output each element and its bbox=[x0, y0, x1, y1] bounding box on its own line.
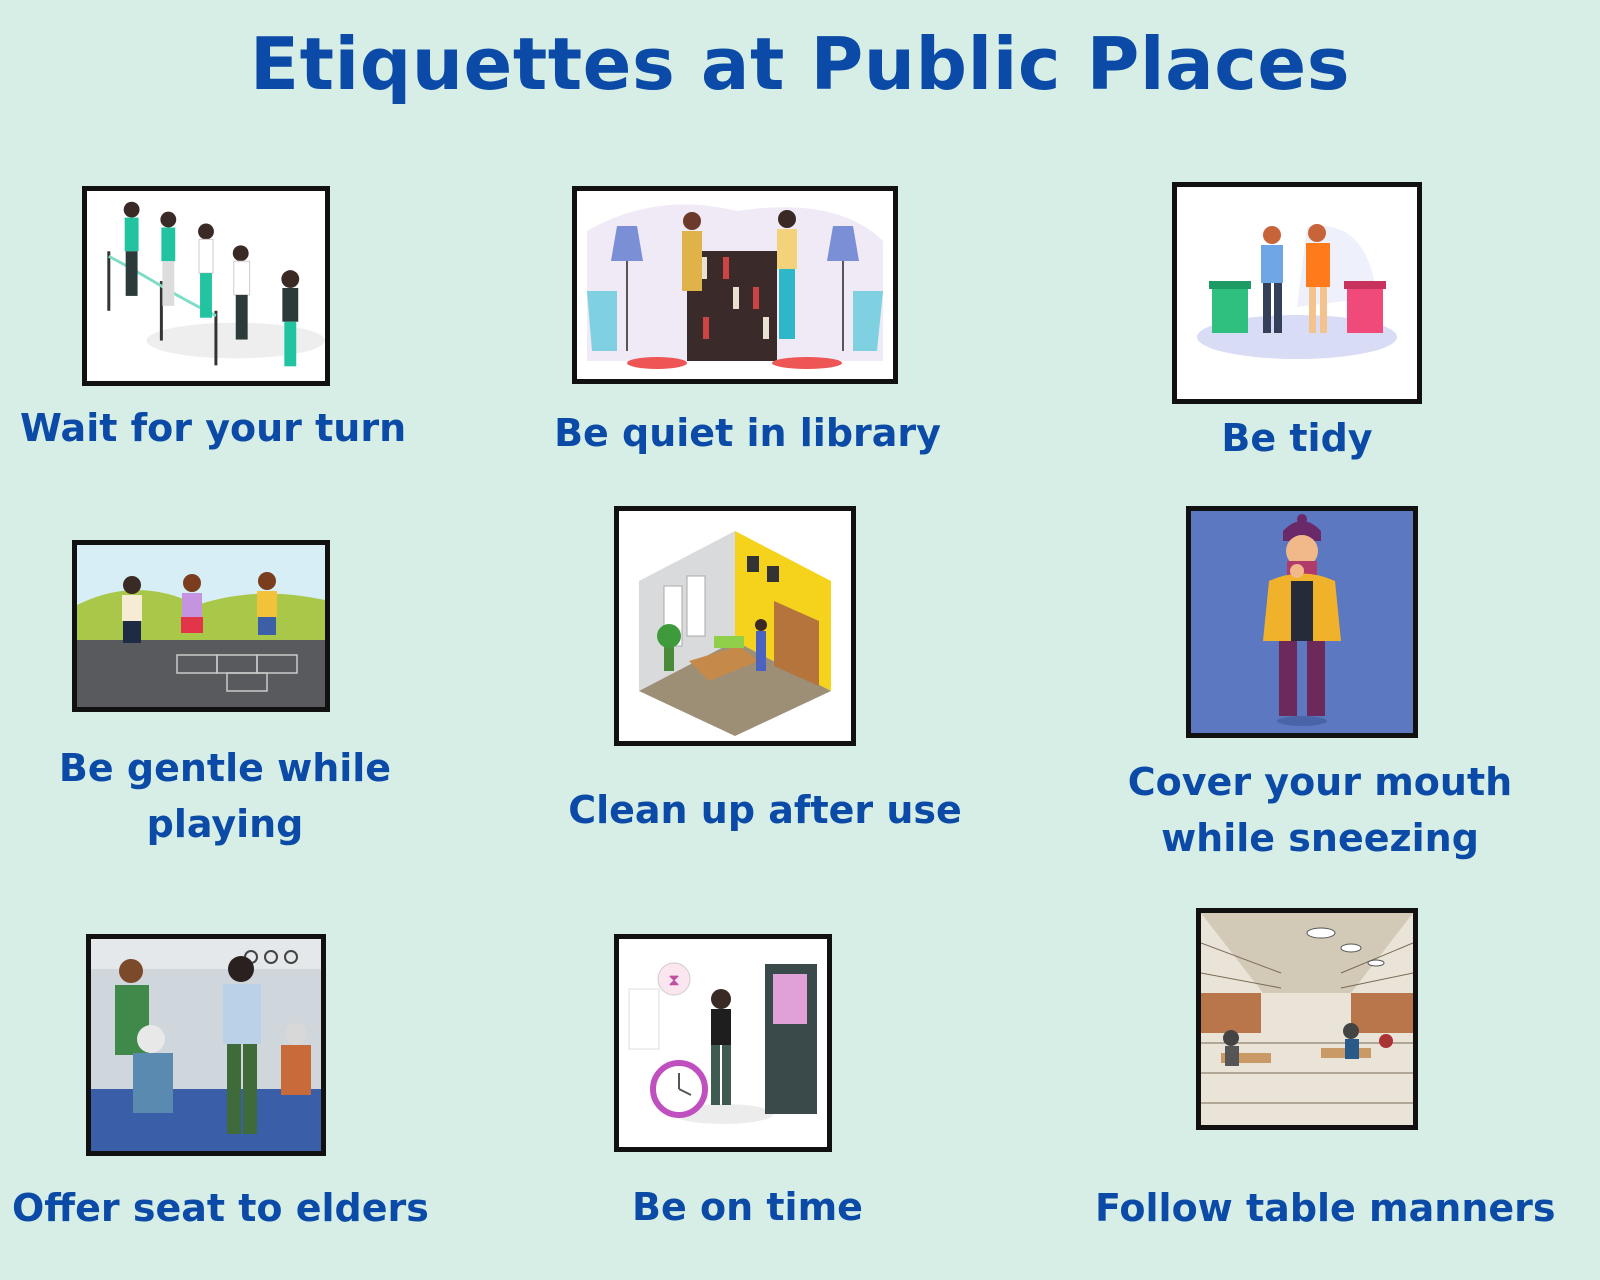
food-court-illustration bbox=[1196, 908, 1418, 1130]
caption-be-tidy: Be tidy bbox=[1221, 416, 1373, 460]
caption-wait-for-your-turn: Wait for your turn bbox=[20, 406, 407, 450]
recycling-bins-illustration bbox=[1172, 182, 1422, 404]
page-title: Etiquettes at Public Places bbox=[249, 22, 1351, 106]
caption-clean-up-after-use: Clean up after use bbox=[568, 788, 962, 832]
kids-hopscotch-illustration bbox=[72, 540, 330, 712]
caption-cover-your-mouth-line-1: Cover your mouth bbox=[1127, 760, 1513, 804]
svg-text:⧗: ⧗ bbox=[668, 970, 679, 989]
caption-be-quiet-in-library: Be quiet in library bbox=[554, 411, 941, 455]
library-illustration bbox=[572, 186, 898, 384]
clock-door-illustration: ⧗ bbox=[614, 934, 832, 1152]
caption-be-gentle-while-playing-line-1: Be gentle while bbox=[58, 746, 392, 790]
isometric-room-illustration bbox=[614, 506, 856, 746]
caption-cover-your-mouth-line-2: while sneezing bbox=[1161, 816, 1479, 860]
caption-offer-seat-to-elders: Offer seat to elders bbox=[12, 1186, 429, 1230]
sneezing-person-illustration bbox=[1186, 506, 1418, 738]
caption-follow-table-manners: Follow table manners bbox=[1095, 1186, 1556, 1230]
queue-illustration bbox=[82, 186, 330, 386]
caption-be-gentle-while-playing-line-2: playing bbox=[146, 802, 304, 846]
train-seat-illustration bbox=[86, 934, 326, 1156]
caption-be-on-time: Be on time bbox=[632, 1185, 863, 1229]
